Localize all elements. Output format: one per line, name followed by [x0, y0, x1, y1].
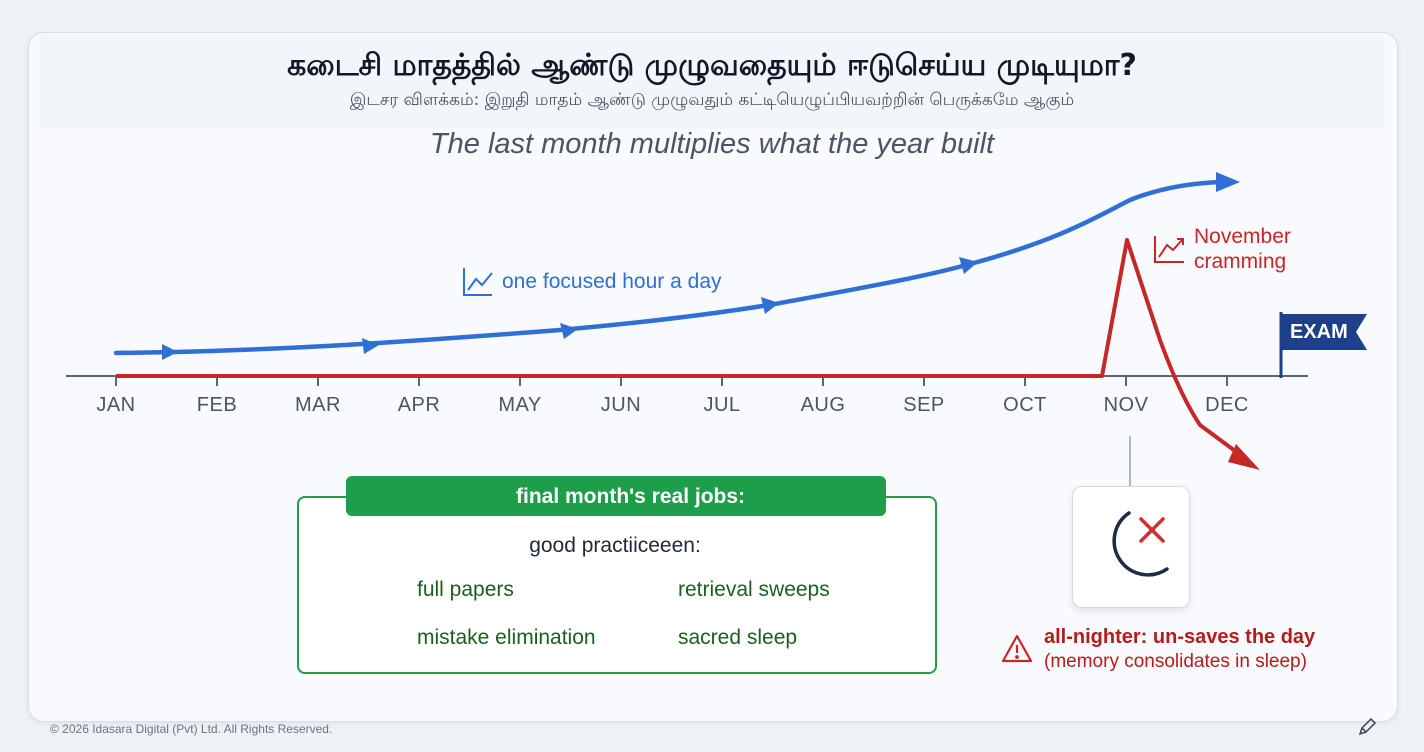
- month-label-feb: FEB: [196, 394, 238, 416]
- jobs-panel-header: final month's real jobs:: [346, 476, 886, 516]
- month-label-dec: DEC: [1205, 394, 1249, 416]
- job-item-full-papers: full papers: [417, 578, 514, 601]
- moon-cross-icon: [1112, 511, 1169, 577]
- title-band: [40, 34, 1384, 129]
- month-label-apr: APR: [397, 394, 441, 416]
- month-label-sep: SEP: [903, 394, 945, 416]
- cramming-label: November cramming: [1194, 224, 1291, 274]
- month-label-mar: MAR: [295, 394, 341, 416]
- warning-icon: [1001, 634, 1033, 663]
- month-label-jul: JUL: [703, 394, 741, 416]
- cramming-label-line2: cramming: [1194, 250, 1287, 273]
- progress-arrowheads: [162, 172, 1240, 360]
- month-label-oct: OCT: [1003, 394, 1047, 416]
- month-label-jan: JAN: [96, 394, 136, 416]
- month-label-jun: JUN: [600, 394, 642, 416]
- exam-flag-icon: [1279, 312, 1367, 378]
- warning-subtitle: (memory consolidates in sleep): [1044, 651, 1307, 672]
- page-subtitle: இடசர விளக்கம்: இறுதி மாதம் ஆண்டு முழுவது…: [349, 90, 1075, 110]
- warning-title: all-nighter: un-saves the day: [1044, 626, 1316, 648]
- jobs-panel-title: final month's real jobs:: [516, 485, 746, 508]
- cramming-label-line1: November: [1194, 225, 1291, 248]
- consistent-study-line: [113, 179, 1225, 356]
- cramming-line: [116, 238, 1252, 464]
- jobs-panel: [297, 496, 937, 674]
- month-label-may: MAY: [498, 394, 542, 416]
- footer-copyright: © 2026 Idasara Digital (Pvt) Ltd. All Ri…: [50, 722, 333, 736]
- page-title: கடைசி மாதத்தில் ஆண்டு முழுவதையும் ஈடுசெய…: [287, 48, 1137, 83]
- cramming-arrowhead: [1228, 444, 1260, 470]
- all-nighter-card: [1072, 486, 1190, 608]
- pen-icon: [1358, 717, 1377, 736]
- job-item-mistake-elimination: mistake elimination: [417, 626, 596, 649]
- month-label-nov: NOV: [1103, 394, 1149, 416]
- month-label-aug: AUG: [800, 394, 846, 416]
- consistent-study-label: one focused hour a day: [502, 270, 722, 293]
- tagline: The last month multiplies what the year …: [429, 128, 995, 160]
- trend-chart-icon: [463, 268, 493, 296]
- jobs-panel-subheading: good practiiceeen:: [529, 534, 701, 557]
- job-item-sacred-sleep: sacred sleep: [678, 626, 798, 649]
- trend-up-icon: [1154, 236, 1184, 263]
- exam-flag-label: EXAM: [1290, 321, 1348, 343]
- job-item-retrieval-sweeps: retrieval sweeps: [678, 578, 830, 601]
